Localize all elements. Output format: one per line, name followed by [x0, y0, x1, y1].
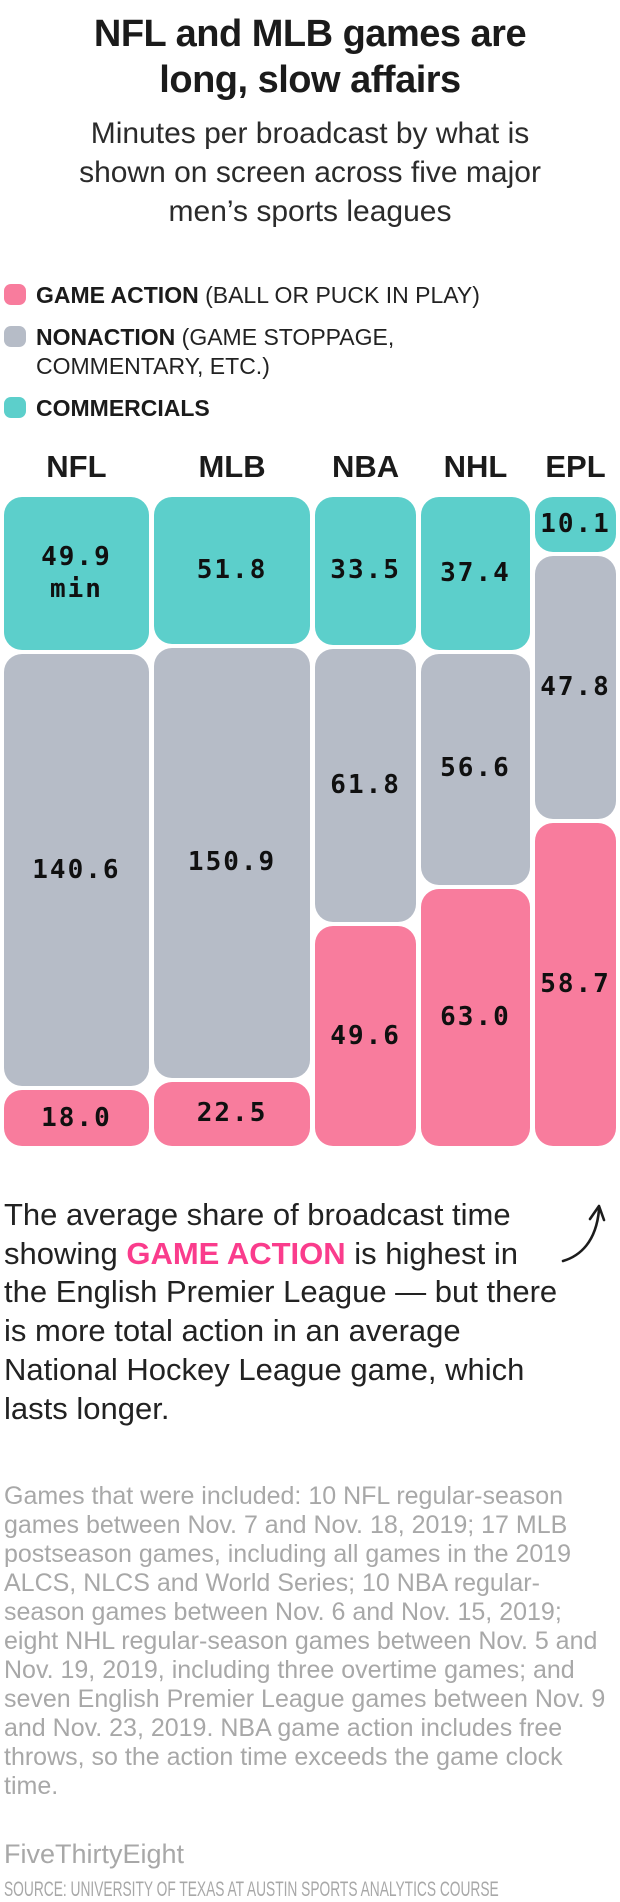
segment-value-label: 58.7 — [540, 968, 611, 999]
segment-value-label: 10.1 — [540, 508, 611, 539]
annotation-arrow-icon — [561, 1204, 606, 1263]
legend-item-commercials: COMMERCIALS — [4, 394, 616, 423]
segment-nhl-nonaction: 56.6 — [420, 653, 530, 885]
annotation-section: The average share of broadcast time show… — [4, 1196, 616, 1429]
legend-label: GAME ACTION — [36, 281, 199, 308]
column-header-epl: EPL — [545, 448, 606, 484]
chart-title: NFL and MLB games are long, slow affairs — [93, 13, 527, 101]
commercials-swatch-icon — [4, 396, 26, 418]
column-header-mlb: MLB — [198, 448, 266, 484]
footnote: Games that were included: 10 NFL regular… — [4, 1482, 606, 1801]
segment-value-label: 47.8 — [540, 672, 611, 703]
segment-unit-label: min — [49, 573, 103, 604]
segment-value-label: 49.6 — [330, 1020, 401, 1051]
segment-mlb-commercials: 51.8 — [153, 496, 311, 645]
annotation-pre: The average share of broadcast time show… — [4, 1196, 511, 1271]
segment-nfl-commercials: 49.9 min — [4, 496, 149, 651]
segment-value-label: 56.6 — [440, 753, 511, 784]
legend-item-game-action: GAME ACTION (BALL OR PUCK IN PLAY) — [4, 281, 616, 310]
segment-value-label: 49.9 — [41, 542, 112, 573]
credit: FiveThirtyEight — [4, 1839, 185, 1870]
segment-epl-commercials: 10.1 — [535, 496, 616, 553]
segment-value-label: 61.8 — [330, 770, 401, 801]
column-header-nfl: NFL — [46, 448, 107, 484]
segment-mlb-game-action: 22.5 — [153, 1081, 311, 1146]
segment-value-label: 51.8 — [196, 554, 268, 585]
segment-nba-game-action: 49.6 — [315, 926, 416, 1146]
chart-subtitle: Minutes per broadcast by what is shown o… — [79, 116, 541, 228]
legend-item-nonaction: NONACTION (GAME STOPPAGE, COMMENTARY, ETC… — [4, 323, 616, 381]
segment-nfl-game-action: 18.0 — [4, 1090, 149, 1146]
segment-value-label: 63.0 — [440, 1001, 511, 1032]
column-nfl: 49.9 min 140.6 18.0 — [4, 496, 149, 1146]
segment-value-label: 22.5 — [196, 1098, 268, 1129]
segment-value-label: 140.6 — [32, 854, 121, 885]
annotation-highlight: GAME ACTION — [126, 1235, 346, 1271]
column-header-nba: NBA — [332, 448, 400, 484]
nonaction-swatch-icon — [4, 325, 26, 347]
legend-label: COMMERCIALS — [36, 394, 210, 421]
column-nhl: 37.4 56.6 63.0 — [420, 496, 530, 1146]
column-epl: 10.1 47.8 58.7 — [535, 496, 616, 1146]
column-headers: NFL MLB NBA NHL EPL — [4, 449, 616, 495]
segment-value-label: 18.0 — [41, 1102, 112, 1133]
segment-nfl-nonaction: 140.6 — [4, 654, 149, 1087]
legend-label: NONACTION — [36, 323, 176, 350]
column-header-nhl: NHL — [443, 448, 508, 484]
column-mlb: 51.8 150.9 22.5 — [153, 496, 311, 1146]
source-line: SOURCE: UNIVERSITY OF TEXAS AT AUSTIN SP… — [4, 1877, 616, 1902]
segment-value-label: 150.9 — [187, 847, 277, 878]
segment-nhl-commercials: 37.4 — [420, 496, 530, 650]
annotation-post: is highest in the English Premier League… — [4, 1235, 558, 1426]
columns: 49.9 min 140.6 18.0 51.8 150.9 22.5 33.5 61.8 49.… — [4, 496, 616, 1146]
segment-nhl-game-action: 63.0 — [420, 888, 530, 1146]
segment-value-label: 37.4 — [440, 557, 511, 588]
segment-nba-nonaction: 61.8 — [315, 649, 416, 923]
segment-epl-nonaction: 47.8 — [535, 556, 616, 820]
source-text: SOURCE: UNIVERSITY OF TEXAS AT AUSTIN SP… — [4, 1877, 499, 1902]
legend-detail: (BALL OR PUCK IN PLAY) — [198, 281, 480, 308]
game-action-swatch-icon — [4, 283, 26, 305]
segment-nba-commercials: 33.5 — [315, 496, 416, 646]
legend-detail-line2: COMMENTARY, ETC.) — [36, 352, 270, 379]
column-nba: 33.5 61.8 49.6 — [315, 496, 416, 1146]
segment-mlb-nonaction: 150.9 — [153, 648, 311, 1078]
legend-detail: (GAME STOPPAGE, — [175, 323, 395, 350]
segment-epl-game-action: 58.7 — [535, 823, 616, 1146]
marimekko-chart: NFL MLB NBA NHL EPL 49.9 min 140.6 18.0 51.8 150.… — [4, 449, 616, 1146]
segment-value-label: 33.5 — [330, 555, 401, 586]
annotation-text: The average share of broadcast time show… — [4, 1196, 564, 1429]
legend: GAME ACTION (BALL OR PUCK IN PLAY) NONAC… — [4, 281, 616, 423]
